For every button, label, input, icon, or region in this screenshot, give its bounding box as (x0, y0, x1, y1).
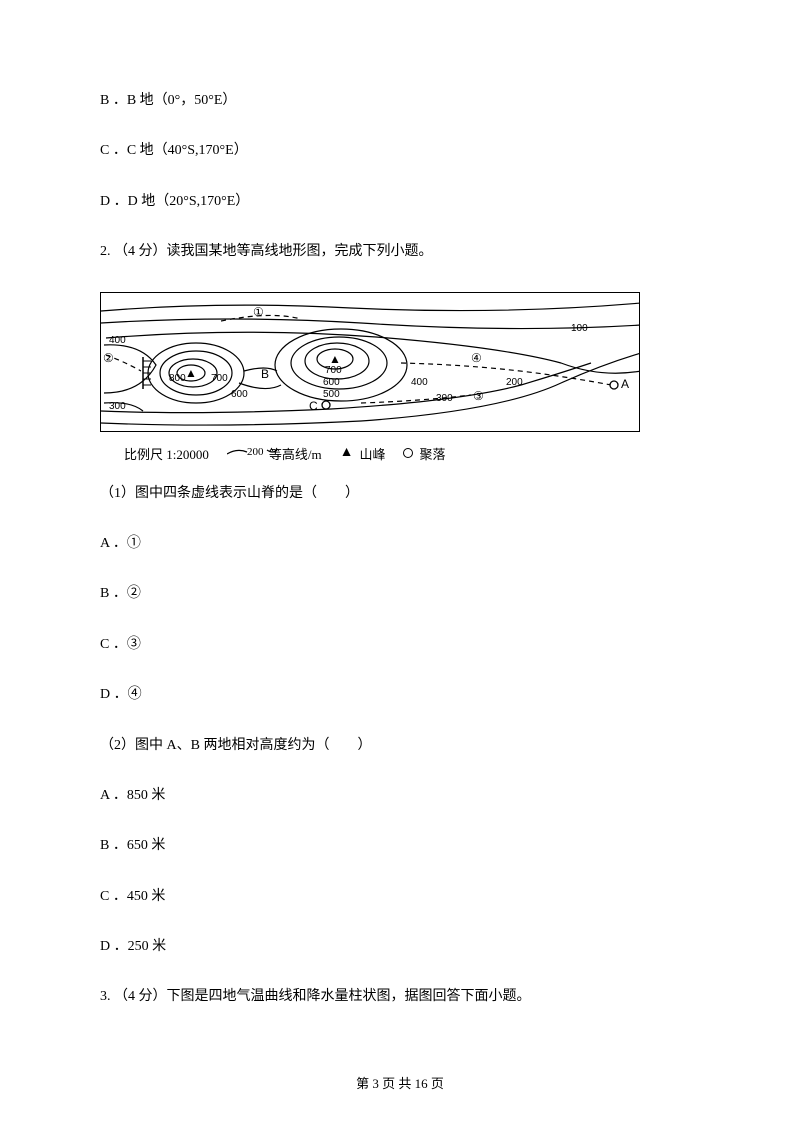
legend-scale: 比例尺 1:20000 (124, 444, 209, 463)
contour-map: ▲ ▲ 400 300 800 700 600 B 700 600 500 C … (100, 292, 640, 432)
q3-stem: 3. （4 分）下图是四地气温曲线和降水量柱状图，据图回答下面小题。 (100, 986, 700, 1008)
q2-sub2-d: D ．250 米 (100, 936, 700, 958)
option-d: D ．D 地（20°S,170°E） (100, 191, 700, 213)
label-600m: 600 (323, 377, 340, 388)
svg-text:▲: ▲ (185, 366, 197, 380)
label-300: 300 (109, 401, 126, 412)
label-A: A (621, 377, 629, 391)
label-circ2: ② (103, 351, 114, 365)
legend-village-text: 聚落 (419, 444, 445, 463)
label-B: B (261, 367, 269, 381)
q2-sub1-c: C ．③ (100, 634, 700, 656)
label-400: 400 (109, 335, 126, 346)
label-500m: 500 (323, 389, 340, 400)
legend-village: 聚落 (403, 444, 445, 463)
svg-text:200: 200 (247, 446, 264, 458)
label-circ1: ① (253, 305, 264, 319)
label-400m: 400 (411, 377, 428, 388)
legend-peak-text: 山峰 (359, 444, 385, 463)
q2-sub1-stem: （1）图中四条虚线表示山脊的是（ ） (100, 483, 700, 505)
q2-sub1-a: A ．① (100, 533, 700, 555)
label-100: 100 (571, 323, 588, 334)
label-circ4: ④ (471, 351, 482, 365)
q2-sub2-c: C ．450 米 (100, 886, 700, 908)
village-icon (403, 448, 413, 458)
contour-svg: ▲ ▲ (101, 293, 640, 432)
map-legend: 比例尺 1:20000 200 等高线/m ▲ 山峰 聚落 (100, 444, 640, 463)
option-b: B ．B 地（0°，50°E） (100, 90, 700, 112)
option-c: C ．C 地（40°S,170°E） (100, 140, 700, 162)
legend-peak: ▲ 山峰 (340, 444, 386, 463)
label-C: C (309, 399, 318, 413)
label-800: 800 (169, 373, 186, 384)
legend-contour: 200 等高线/m (227, 444, 322, 463)
label-700m: 700 (325, 365, 342, 376)
q2-sub2-b: B ．650 米 (100, 835, 700, 857)
svg-text:▲: ▲ (329, 352, 341, 366)
page-footer: 第 3 页 共 16 页 (0, 1073, 800, 1092)
label-600l: 600 (231, 389, 248, 400)
q2-sub1-b: B ．② (100, 583, 700, 605)
peak-icon: ▲ (340, 445, 354, 461)
q2-sub1-d: D ．④ (100, 684, 700, 706)
label-700l: 700 (211, 373, 228, 384)
q2-stem: 2. （4 分）读我国某地等高线地形图，完成下列小题。 (100, 241, 700, 263)
contour-line-icon: 200 (227, 444, 263, 462)
q2-sub2-stem: （2）图中 A、B 两地相对高度约为（ ） (100, 735, 700, 757)
q2-sub2-a: A ．850 米 (100, 785, 700, 807)
contour-map-figure: ▲ ▲ 400 300 800 700 600 B 700 600 500 C … (100, 292, 640, 463)
label-300m: 300 (436, 393, 453, 404)
label-circ3: ③ (473, 389, 484, 403)
label-200m: 200 (506, 377, 523, 388)
